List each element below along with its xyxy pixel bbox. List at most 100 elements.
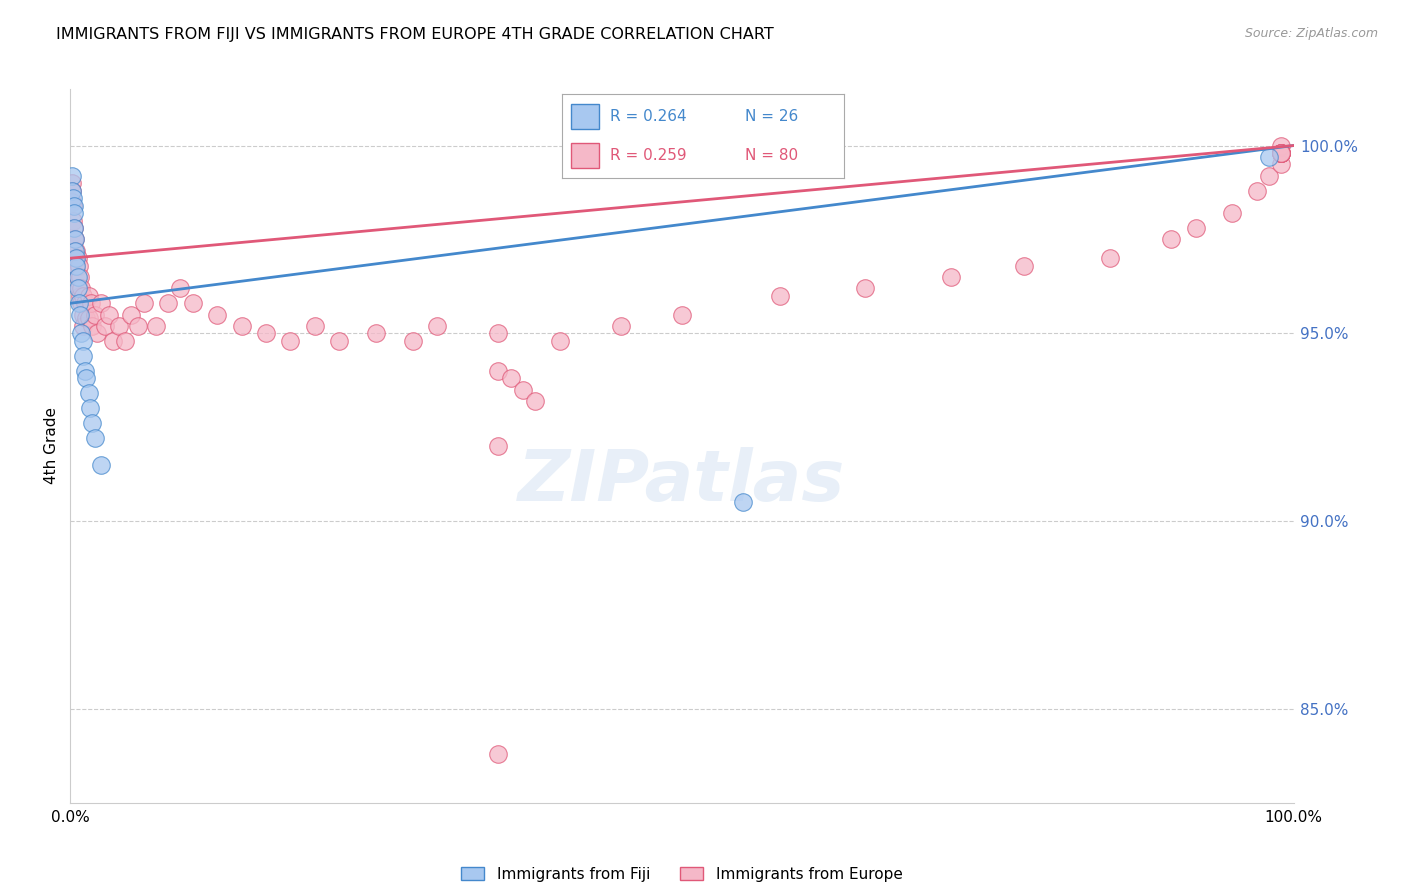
Point: [75, 371, 97, 385]
Point: [328, 334, 350, 348]
Point: [72, 334, 94, 348]
Point: [62, 191, 84, 205]
Point: [769, 289, 792, 303]
Point: [63, 232, 86, 246]
Point: [488, 439, 510, 453]
Point: [169, 281, 191, 295]
Point: [83, 432, 105, 446]
Point: [82, 318, 104, 333]
Point: [1258, 150, 1281, 164]
Point: [72, 318, 94, 333]
Point: [304, 318, 326, 333]
Point: [231, 318, 253, 333]
Point: [69, 308, 91, 322]
Point: [67, 296, 90, 310]
Legend: Immigrants from Fiji, Immigrants from Europe: Immigrants from Fiji, Immigrants from Eu…: [456, 861, 908, 888]
Point: [66, 270, 89, 285]
Point: [67, 281, 90, 295]
Point: [127, 318, 149, 333]
Point: [488, 364, 510, 378]
Point: [77, 311, 100, 326]
Point: [939, 270, 962, 285]
Point: [66, 251, 89, 265]
Point: [69, 270, 91, 285]
Point: [1099, 251, 1122, 265]
Point: [1222, 206, 1244, 220]
Point: [402, 334, 425, 348]
Point: [488, 326, 510, 341]
Point: [80, 296, 103, 310]
Point: [499, 371, 522, 385]
Text: IMMIGRANTS FROM FIJI VS IMMIGRANTS FROM EUROPE 4TH GRADE CORRELATION CHART: IMMIGRANTS FROM FIJI VS IMMIGRANTS FROM …: [56, 27, 773, 42]
Point: [63, 199, 86, 213]
Point: [63, 244, 86, 258]
Point: [145, 318, 167, 333]
Point: [121, 308, 143, 322]
Point: [60, 184, 83, 198]
Point: [63, 232, 86, 246]
Text: R = 0.259: R = 0.259: [610, 148, 686, 163]
Point: [733, 495, 755, 509]
Point: [65, 259, 87, 273]
Point: [524, 393, 547, 408]
Point: [63, 244, 86, 258]
Point: [426, 318, 449, 333]
Point: [60, 176, 83, 190]
Point: [132, 296, 155, 310]
Point: [1270, 146, 1292, 161]
Point: [63, 232, 86, 246]
Point: [1270, 146, 1292, 161]
Point: [1270, 146, 1292, 161]
Point: [101, 334, 124, 348]
Point: [1160, 232, 1182, 246]
Point: [70, 326, 93, 341]
Point: [72, 289, 94, 303]
Point: [60, 194, 83, 209]
Point: [73, 296, 96, 310]
Point: [114, 334, 136, 348]
Point: [610, 318, 633, 333]
Point: [70, 281, 93, 295]
Point: [366, 326, 388, 341]
Point: [82, 417, 104, 431]
Text: Source: ZipAtlas.com: Source: ZipAtlas.com: [1244, 27, 1378, 40]
Point: [70, 296, 93, 310]
Point: [93, 318, 115, 333]
Text: R = 0.264: R = 0.264: [610, 109, 686, 124]
Point: [1184, 221, 1206, 235]
Point: [671, 308, 693, 322]
FancyBboxPatch shape: [571, 143, 599, 169]
Point: [1270, 146, 1292, 161]
Point: [108, 318, 131, 333]
Text: ZIPatlas: ZIPatlas: [519, 447, 845, 516]
Point: [1258, 169, 1281, 183]
Point: [254, 326, 277, 341]
Point: [65, 259, 87, 273]
Point: [86, 326, 108, 341]
Point: [1246, 184, 1268, 198]
Point: [77, 289, 100, 303]
Point: [60, 184, 83, 198]
Point: [77, 386, 100, 401]
Point: [488, 747, 510, 761]
Point: [72, 349, 94, 363]
Point: [512, 383, 534, 397]
Point: [65, 251, 87, 265]
Text: N = 26: N = 26: [745, 109, 799, 124]
Point: [62, 199, 84, 213]
Point: [90, 296, 112, 310]
Point: [73, 364, 96, 378]
Point: [1014, 259, 1036, 273]
Y-axis label: 4th Grade: 4th Grade: [44, 408, 59, 484]
Point: [280, 334, 302, 348]
Point: [63, 206, 86, 220]
Point: [63, 221, 86, 235]
Point: [1270, 138, 1292, 153]
Point: [205, 308, 228, 322]
Point: [79, 401, 101, 416]
Point: [62, 213, 84, 227]
Point: [855, 281, 877, 295]
Point: [66, 281, 89, 295]
Point: [60, 169, 83, 183]
Point: [98, 308, 121, 322]
